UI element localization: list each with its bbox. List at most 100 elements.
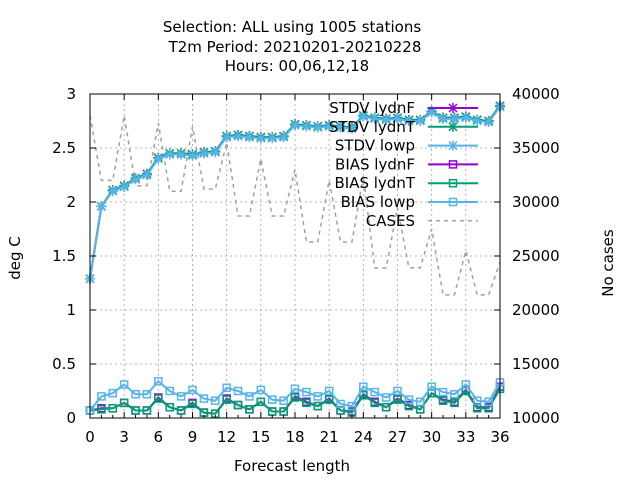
- data-point: [483, 117, 494, 128]
- x-tick-label: 36: [490, 428, 509, 446]
- data-point: [313, 392, 323, 401]
- data-point: [403, 116, 414, 126]
- data-point: [107, 186, 118, 197]
- data-point: [461, 380, 471, 389]
- y-tick-label: 1.5: [52, 247, 76, 265]
- data-point: [256, 397, 266, 407]
- axes: 0 3 6 9 12 15 18 21 24 27 30 33 3600.511.522.5310000…: [52, 85, 560, 446]
- y-tick-label: 1: [66, 301, 76, 319]
- legend-label: BIAS lowp: [341, 193, 415, 211]
- data-point: [141, 170, 152, 180]
- data-point: [336, 399, 345, 409]
- data-point: [324, 395, 334, 404]
- series-line: [89, 105, 501, 279]
- legend-label: BIAS lydnF: [335, 155, 415, 173]
- x-tick-label: 33: [456, 428, 475, 446]
- data-point: [153, 153, 164, 164]
- data-point: [96, 201, 107, 212]
- data-point: [245, 392, 254, 401]
- data-point: [165, 402, 174, 412]
- grid: [90, 94, 500, 418]
- data-point: [427, 382, 436, 391]
- y2-tick-label: 15000: [512, 355, 560, 373]
- x-tick-label: 9: [188, 428, 198, 446]
- data-point: [335, 122, 346, 133]
- x-tick-label: 24: [354, 428, 373, 446]
- y2-axis-label: No cases: [599, 229, 617, 297]
- data-point: [154, 377, 163, 386]
- data-point: [108, 388, 118, 398]
- data-point: [131, 389, 140, 399]
- legend-label: CASES: [366, 212, 415, 230]
- data-point: [313, 401, 323, 411]
- data-point: [370, 387, 379, 397]
- data-point: [187, 150, 198, 161]
- data-point: [267, 395, 277, 404]
- data-point: [199, 394, 209, 403]
- series-line: [89, 105, 501, 279]
- data-point: [450, 398, 459, 408]
- legend-label: BIAS lydnT: [334, 174, 415, 192]
- data-point: [142, 406, 152, 415]
- data-point: [130, 174, 141, 185]
- legend-entry: BIAS lydnT: [334, 174, 478, 192]
- series-stdv-lowp: [85, 101, 505, 284]
- data-point: [381, 114, 392, 125]
- data-point: [210, 147, 221, 158]
- y-tick-label: 0.5: [52, 355, 76, 373]
- y2-tick-label: 30000: [512, 193, 560, 211]
- series-line: [89, 106, 501, 279]
- data-point: [176, 406, 186, 415]
- data-point: [108, 404, 118, 413]
- y2-tick-label: 10000: [512, 409, 560, 427]
- title-line-2: T2m Period: 20210201-20210228: [168, 38, 422, 56]
- x-tick-label: 6: [154, 428, 164, 446]
- data-point: [301, 121, 312, 132]
- data-point: [416, 397, 425, 407]
- data-point: [119, 181, 130, 192]
- legend-marker: [448, 140, 458, 151]
- legend-marker: [448, 103, 458, 113]
- chart-title: Selection: ALL using 1005 stations T2m P…: [163, 18, 422, 75]
- series-line: [89, 115, 501, 296]
- data-point: [426, 107, 437, 118]
- legend-marker: [448, 160, 458, 169]
- data-point: [359, 382, 368, 391]
- data-point: [302, 398, 311, 408]
- data-point: [233, 131, 244, 142]
- data-point: [279, 396, 288, 405]
- legend-entry: BIAS lydnF: [335, 155, 478, 173]
- data-point: [233, 400, 243, 410]
- data-point: [438, 113, 449, 124]
- data-point: [188, 385, 197, 395]
- data-point: [198, 148, 209, 159]
- y2-tick-label: 35000: [512, 139, 560, 157]
- data-point: [222, 383, 231, 393]
- title-line-3: Hours: 00,06,12,18: [225, 57, 369, 75]
- data-point: [154, 394, 163, 403]
- data-point: [324, 386, 334, 396]
- title-line-1: Selection: ALL using 1005 stations: [163, 18, 422, 36]
- data-point: [131, 406, 140, 415]
- data-point: [347, 401, 357, 411]
- data-point: [256, 385, 266, 395]
- legend-entry: STDV lowp: [335, 137, 478, 155]
- x-tick-label: 30: [422, 428, 441, 446]
- legend-label: STDV lydnT: [329, 118, 416, 136]
- legend-entry: STDV lydnF: [329, 99, 478, 117]
- data-point: [393, 386, 402, 396]
- data-point: [346, 123, 357, 134]
- y-tick-label: 3: [66, 85, 76, 103]
- data-point: [290, 384, 300, 394]
- data-point: [222, 395, 231, 404]
- y-tick-label: 0: [66, 409, 76, 427]
- legend-label: STDV lowp: [335, 137, 415, 155]
- data-point: [176, 392, 186, 401]
- data-point: [381, 402, 391, 412]
- y-axis-label: deg C: [6, 236, 24, 280]
- data-point: [233, 386, 243, 396]
- x-tick-label: 15: [251, 428, 270, 446]
- data-point: [358, 111, 369, 122]
- data-point: [484, 397, 493, 407]
